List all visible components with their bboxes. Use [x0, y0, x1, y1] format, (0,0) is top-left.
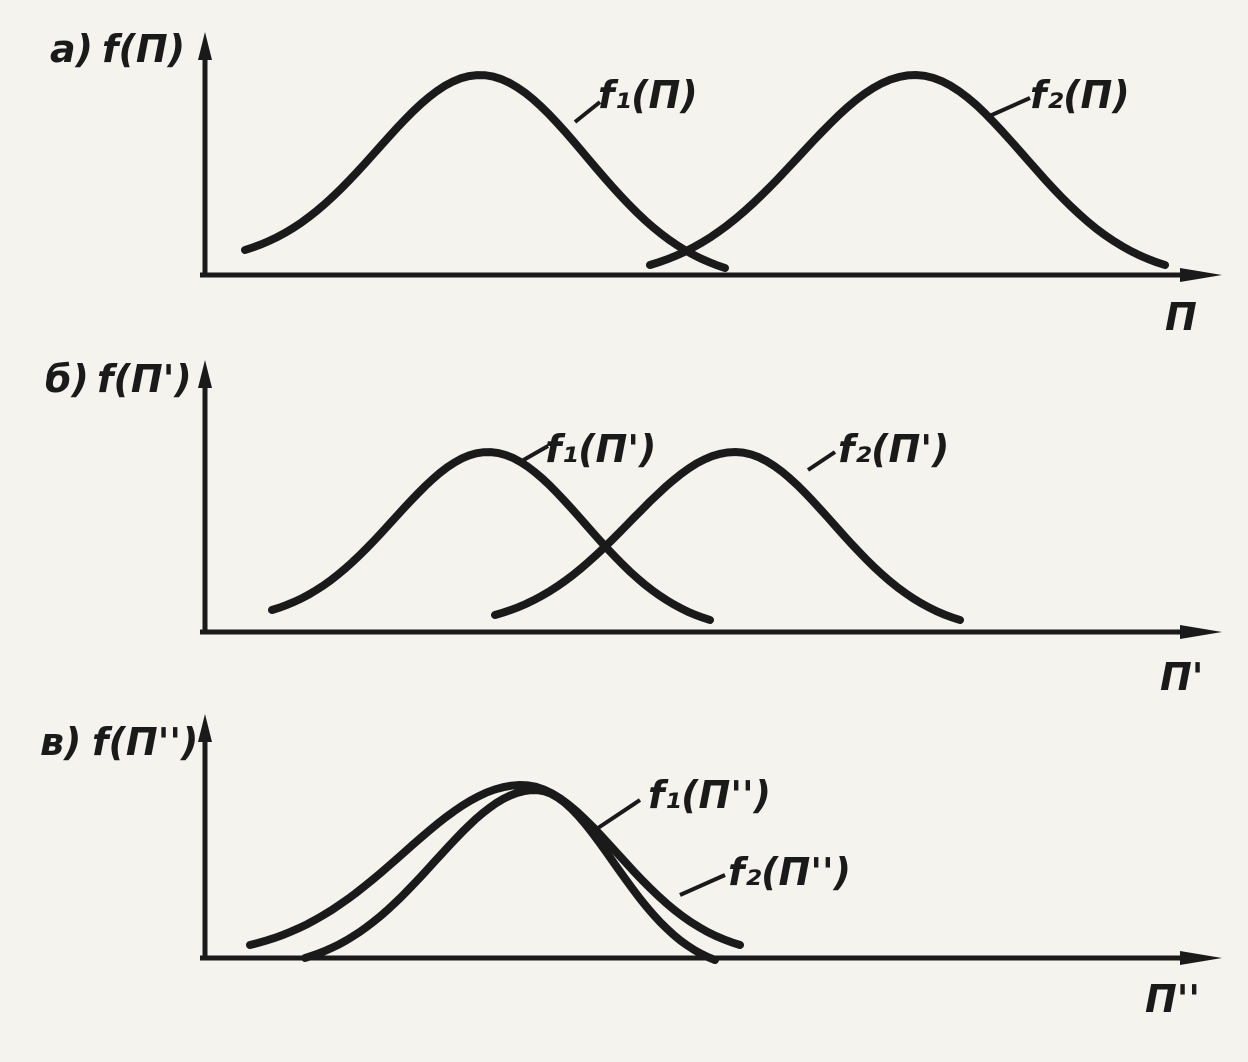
- y-axis-label: f(П): [102, 27, 185, 71]
- y-arrow: [198, 714, 212, 742]
- x-axis-label: П'': [1145, 977, 1200, 1021]
- y-arrow: [198, 32, 212, 60]
- panel-label: б): [45, 357, 89, 401]
- panel-label: в): [40, 720, 81, 764]
- leader-line: [984, 96, 1031, 120]
- curve-label: f₂(П): [1030, 73, 1130, 117]
- curve: [301, 786, 719, 964]
- curve-label: f₁(П): [598, 73, 698, 117]
- leader-line: [806, 450, 837, 472]
- leader-line: [679, 873, 726, 897]
- y-arrow: [198, 360, 212, 388]
- curve-label: f₁(П''): [648, 773, 771, 817]
- x-arrow: [1180, 268, 1222, 282]
- leader-line: [593, 798, 642, 832]
- panel-label: а): [50, 27, 93, 71]
- x-axis-label: П': [1160, 655, 1203, 699]
- curve: [646, 70, 1169, 269]
- curve: [246, 780, 744, 949]
- leader-line: [519, 444, 549, 464]
- curve: [491, 447, 964, 624]
- y-axis-label: f(П'): [97, 357, 192, 401]
- curve: [241, 71, 729, 272]
- x-arrow: [1180, 951, 1222, 965]
- curve: [268, 448, 714, 624]
- curve-label: f₂(П''): [728, 850, 851, 894]
- y-axis-label: f(П''): [92, 720, 198, 764]
- curve-label: f₁(П'): [545, 427, 656, 471]
- curve-label: f₂(П'): [838, 427, 949, 471]
- x-axis-label: П: [1165, 295, 1197, 339]
- leader-line: [573, 100, 602, 124]
- x-arrow: [1180, 625, 1222, 639]
